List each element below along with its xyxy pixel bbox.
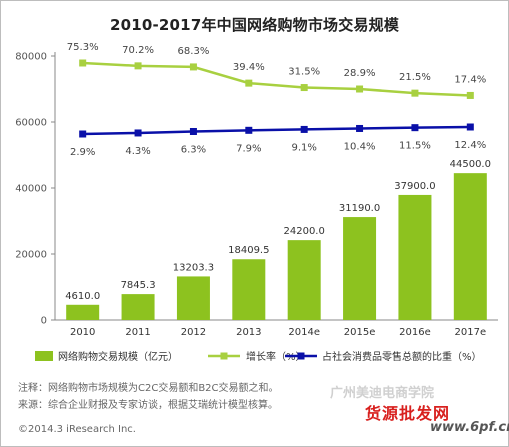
share-point (356, 124, 364, 132)
share-point (300, 125, 308, 133)
share-value-label: 7.9% (236, 143, 261, 154)
legend-swatch-bar (35, 351, 53, 361)
share-value-label: 2.9% (70, 147, 95, 158)
bar-value-label: 4610.0 (65, 291, 100, 302)
legend-marker-growth (220, 352, 228, 360)
growth-point (245, 79, 253, 87)
growth-point (300, 84, 308, 92)
y-tick-label: 80000 (15, 52, 47, 63)
bar (176, 276, 210, 320)
bar (66, 304, 100, 320)
legend-marker-share (297, 352, 305, 360)
bar (343, 217, 377, 320)
growth-value-label: 28.9% (344, 68, 376, 79)
bar-value-label: 44500.0 (450, 159, 491, 170)
share-point (79, 130, 87, 138)
share-point (466, 123, 474, 131)
share-point (134, 129, 142, 137)
x-tick-label: 2015e (344, 327, 376, 338)
watermark-site-text: 广州美迪电商学院 (330, 386, 435, 401)
legend-label-growth: 增长率（%） (246, 350, 306, 363)
bar (232, 259, 266, 320)
share-point (245, 126, 253, 134)
growth-value-label: 75.3% (67, 42, 99, 53)
bar (453, 173, 487, 320)
chart-canvas: 0 20000 40000 60000 80000 4610.0 2010 7845.3 201… (15, 42, 498, 363)
bar (121, 294, 155, 320)
share-line (82, 125, 471, 136)
growth-point (134, 62, 142, 70)
bar-value-label: 18409.5 (228, 245, 269, 256)
share-point (189, 127, 197, 135)
bar (398, 194, 432, 320)
share-value-label: 10.4% (344, 141, 376, 152)
share-value-label: 6.3% (181, 144, 206, 155)
growth-point (356, 85, 364, 93)
y-tick-label: 60000 (15, 118, 47, 129)
copyright-text: ©2014.3 iResearch Inc. (18, 424, 136, 435)
bar-value-label: 31190.0 (339, 203, 380, 214)
x-tick-label: 2013 (236, 327, 261, 338)
note-source: 来源：综合企业财报及专家访谈，根据艾瑞统计模型核算。 (18, 400, 278, 411)
chart-title: 2010-2017年中国网络购物市场交易规模 (109, 16, 400, 34)
y-tick-label: 0 (41, 316, 47, 327)
growth-value-label: 70.2% (122, 45, 154, 56)
growth-value-label: 39.4% (233, 62, 265, 73)
y-tick-label: 20000 (15, 250, 47, 261)
x-tick-label: 2012 (181, 327, 206, 338)
growth-point (189, 63, 197, 71)
watermark-domain-text: www.6pf.cn (430, 420, 509, 435)
legend-label-bar: 网络购物交易规模（亿元） (58, 350, 178, 363)
growth-value-label: 17.4% (454, 74, 486, 85)
growth-line (82, 61, 471, 97)
bar-value-label: 7845.3 (121, 280, 156, 291)
x-tick-label: 2016e (399, 327, 431, 338)
bar (287, 240, 321, 320)
growth-point (466, 91, 474, 99)
growth-value-label: 21.5% (399, 72, 431, 83)
x-tick-label: 2011 (125, 327, 150, 338)
watermark-promo-text: 货源批发网 (365, 404, 451, 423)
bar-value-label: 37900.0 (394, 181, 435, 192)
growth-point (411, 89, 419, 97)
bar-value-label: 13203.3 (173, 262, 214, 273)
y-tick-label: 40000 (15, 184, 47, 195)
growth-value-label: 68.3% (178, 46, 210, 57)
growth-point (79, 59, 87, 67)
bar-value-label: 24200.0 (284, 226, 325, 237)
chart-notes: 注释：网络购物市场规模为C2C交易额和B2C交易额之和。 来源：综合企业财报及专… (18, 380, 279, 414)
share-value-label: 11.5% (399, 141, 431, 152)
share-value-label: 9.1% (291, 142, 316, 153)
growth-value-label: 31.5% (288, 67, 320, 78)
share-point (411, 124, 419, 132)
x-tick-label: 2010 (70, 327, 95, 338)
x-tick-label: 2017e (455, 327, 487, 338)
legend-label-share: 占社会消费品零售总额的比重（%） (322, 350, 482, 363)
share-value-label: 12.4% (454, 140, 486, 151)
x-tick-label: 2014e (288, 327, 320, 338)
share-value-label: 4.3% (125, 146, 150, 157)
note-annotation: 注释：网络购物市场规模为C2C交易额和B2C交易额之和。 (18, 383, 279, 394)
